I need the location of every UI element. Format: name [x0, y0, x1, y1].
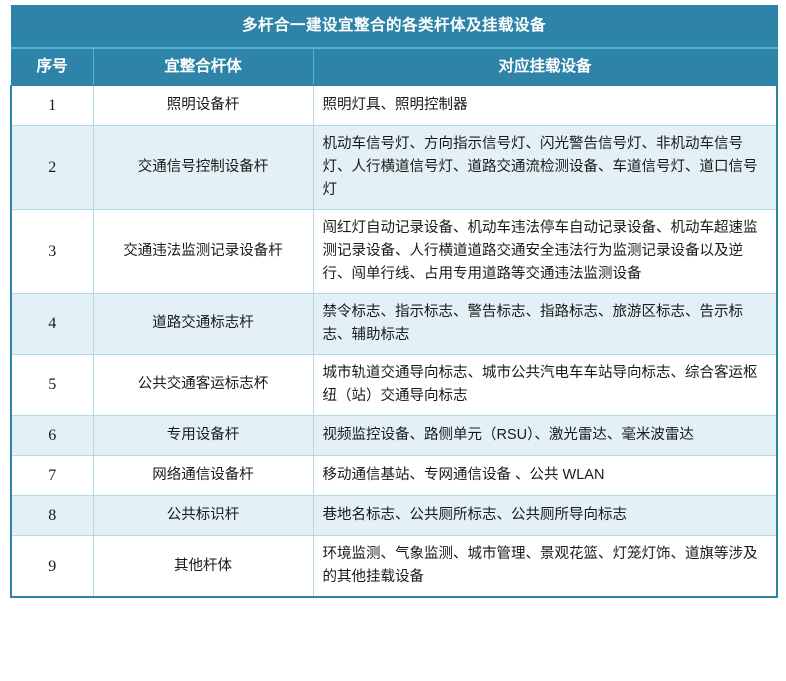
cell-index: 3 — [10, 209, 94, 294]
table-row: 5 公共交通客运标志杯 城市轨道交通导向标志、城市公共汽电车车站导向标志、综合客… — [10, 353, 778, 416]
table-row: 7 网络通信设备杆 移动通信基站、专网通信设备 、公共 WLAN — [10, 454, 778, 497]
cell-pole: 交通信号控制设备杆 — [92, 125, 314, 211]
column-header-index: 序号 — [10, 47, 94, 87]
cell-pole: 道路交通标志杆 — [92, 292, 314, 355]
table-column-header-row: 序号 宜整合杆体 对应挂载设备 — [10, 47, 778, 87]
table-row: 9 其他杆体 环境监测、气象监测、城市管理、景观花篮、灯笼灯饰、道旗等涉及的其他… — [10, 535, 778, 599]
cell-pole: 交通违法监测记录设备杆 — [92, 209, 314, 294]
cell-equipment: 禁令标志、指示标志、警告标志、指路标志、旅游区标志、告示标志、辅助标志 — [312, 292, 778, 355]
table-title: 多杆合一建设宜整合的各类杆体及挂载设备 — [10, 4, 778, 49]
cell-equipment: 机动车信号灯、方向指示信号灯、闪光警告信号灯、非机动车信号灯、人行横道信号灯、道… — [312, 125, 778, 211]
cell-index: 1 — [10, 85, 94, 127]
table-body: 1 照明设备杆 照明灯具、照明控制器 2 交通信号控制设备杆 机动车信号灯、方向… — [10, 85, 778, 599]
pole-equipment-table: 多杆合一建设宜整合的各类杆体及挂载设备 序号 宜整合杆体 对应挂载设备 1 照明… — [10, 4, 778, 599]
cell-index: 6 — [10, 414, 94, 456]
table-header: 多杆合一建设宜整合的各类杆体及挂载设备 序号 宜整合杆体 对应挂载设备 — [10, 4, 778, 87]
cell-equipment: 移动通信基站、专网通信设备 、公共 WLAN — [312, 454, 778, 497]
table-row: 8 公共标识杆 巷地名标志、公共厕所标志、公共厕所导向标志 — [10, 495, 778, 537]
cell-index: 5 — [10, 353, 94, 416]
column-header-equipment: 对应挂载设备 — [312, 47, 778, 87]
cell-index: 4 — [10, 292, 94, 355]
cell-pole: 照明设备杆 — [92, 85, 314, 127]
column-header-pole: 宜整合杆体 — [92, 47, 314, 87]
cell-equipment: 巷地名标志、公共厕所标志、公共厕所导向标志 — [312, 495, 778, 537]
cell-pole: 公共交通客运标志杯 — [92, 353, 314, 416]
table-row: 3 交通违法监测记录设备杆 闯红灯自动记录设备、机动车违法停车自动记录设备、机动… — [10, 209, 778, 294]
table-row: 2 交通信号控制设备杆 机动车信号灯、方向指示信号灯、闪光警告信号灯、非机动车信… — [10, 125, 778, 211]
cell-index: 8 — [10, 495, 94, 537]
cell-pole: 其他杆体 — [92, 535, 314, 599]
cell-equipment: 闯红灯自动记录设备、机动车违法停车自动记录设备、机动车超速监测记录设备、人行横道… — [312, 209, 778, 294]
cell-index: 2 — [10, 125, 94, 211]
table-title-row: 多杆合一建设宜整合的各类杆体及挂载设备 — [10, 4, 778, 49]
cell-pole: 网络通信设备杆 — [92, 454, 314, 497]
table-row: 1 照明设备杆 照明灯具、照明控制器 — [10, 85, 778, 127]
cell-equipment: 视频监控设备、路侧单元（RSU）、激光雷达、毫米波雷达 — [312, 414, 778, 456]
table-row: 4 道路交通标志杆 禁令标志、指示标志、警告标志、指路标志、旅游区标志、告示标志… — [10, 292, 778, 355]
cell-pole: 公共标识杆 — [92, 495, 314, 537]
cell-index: 7 — [10, 454, 94, 497]
table-container: 多杆合一建设宜整合的各类杆体及挂载设备 序号 宜整合杆体 对应挂载设备 1 照明… — [10, 4, 778, 599]
table-row: 6 专用设备杆 视频监控设备、路侧单元（RSU）、激光雷达、毫米波雷达 — [10, 414, 778, 456]
cell-index: 9 — [10, 535, 94, 599]
cell-equipment: 环境监测、气象监测、城市管理、景观花篮、灯笼灯饰、道旗等涉及的其他挂载设备 — [312, 535, 778, 599]
cell-equipment: 城市轨道交通导向标志、城市公共汽电车车站导向标志、综合客运枢纽（站）交通导向标志 — [312, 353, 778, 416]
cell-pole: 专用设备杆 — [92, 414, 314, 456]
cell-equipment: 照明灯具、照明控制器 — [312, 85, 778, 127]
